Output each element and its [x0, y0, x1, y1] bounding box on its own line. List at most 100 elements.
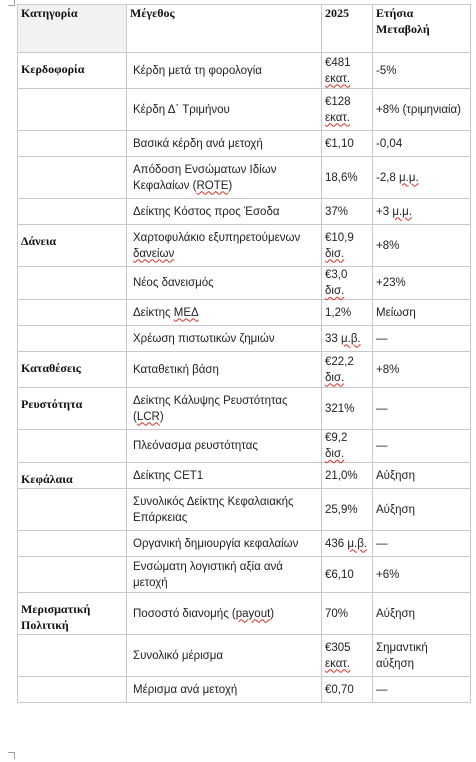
category-cell	[17, 266, 127, 300]
change-cell: +8% (τριμηνιαία)	[372, 88, 471, 131]
value-cell: €1,10	[321, 130, 373, 157]
table-row: Ενσώματη λογιστική αξία ανά μετοχή €6,10 +…	[17, 556, 471, 593]
value-cell: 436 μ.β.	[321, 530, 373, 557]
table-row: Συνολικός Δείκτης Κεφαλαιακής Επάρκειας 2…	[17, 488, 471, 531]
category-cell: Ρευστότητα	[17, 387, 127, 430]
value-cell: 1,2%	[321, 299, 373, 326]
header-category: Κατηγορία	[17, 4, 127, 53]
metric-cell: Δείκτης Κόστος προς Έσοδα	[126, 198, 322, 225]
value-cell: €6,10	[321, 556, 373, 593]
category-cell: Δάνεια	[17, 224, 127, 267]
change-cell: -0,04	[372, 130, 471, 157]
value-cell: €10,9 δισ.	[321, 224, 373, 267]
category-cell	[17, 198, 127, 225]
metric-cell: Καταθετική βάση	[126, 351, 322, 388]
category-cell: Κερδοφορία	[17, 52, 127, 89]
change-cell: Μείωση	[372, 299, 471, 326]
table-row: Κέρδη Δ΄ Τριμήνου €128 εκατ. +8% (τριμηνια…	[17, 88, 471, 131]
header-change: Ετήσια Μεταβολή	[372, 4, 471, 53]
metric-cell: Κέρδη Δ΄ Τριμήνου	[126, 88, 322, 131]
table-row: Νέος δανεισμός €3,0 δισ. +23%	[17, 266, 471, 300]
table-row: Συνολικό μέρισμα €305 εκατ. Σημαντική αύξη…	[17, 634, 471, 677]
metric-cell: Ενσώματη λογιστική αξία ανά μετοχή	[126, 556, 322, 593]
category-cell: Καταθέσεις	[17, 351, 127, 388]
value-cell: €9,2 δισ.	[321, 429, 373, 463]
metric-cell: Χρέωση πιστωτικών ζημιών	[126, 325, 322, 352]
metric-cell: Νέος δανεισμός	[126, 266, 322, 300]
metric-cell: Χαρτοφυλάκιο εξυπηρετούμενων δανείων	[126, 224, 322, 267]
value-cell: €0,70	[321, 676, 373, 703]
table-row: Βασικά κέρδη ανά μετοχή €1,10 -0,04	[17, 130, 471, 157]
table-row: Ρευστότητα Δείκτης Κάλυψης Ρευστότητας (L…	[17, 387, 471, 430]
page-corner-mark	[8, 0, 15, 6]
change-cell: +23%	[372, 266, 471, 300]
value-cell: 321%	[321, 387, 373, 430]
value-cell: 18,6%	[321, 156, 373, 199]
metric-cell: Δείκτης CET1	[126, 462, 322, 489]
metric-cell: Μέρισμα ανά μετοχή	[126, 676, 322, 703]
table-row: Κεφάλαια Δείκτης CET1 21,0% Αύξηση	[17, 462, 471, 489]
change-cell: —	[372, 530, 471, 557]
category-cell	[17, 634, 127, 677]
category-cell	[17, 556, 127, 593]
table-row: Δείκτης Κόστος προς Έσοδα 37% +3 μ.μ.	[17, 198, 471, 225]
metric-cell: Ποσοστό διανομής (payout)	[126, 592, 322, 635]
change-cell: Αύξηση	[372, 592, 471, 635]
table-header-row: Κατηγορία Μέγεθος 2025 Ετήσια Μεταβολή	[17, 4, 471, 53]
change-cell: +3 μ.μ.	[372, 198, 471, 225]
value-cell: 33 μ.β.	[321, 325, 373, 352]
table-row: Κερδοφορία Κέρδη μετά τη φορολογία €481 εκ…	[17, 52, 471, 89]
change-cell: Αύξηση	[372, 462, 471, 489]
value-cell: 25,9%	[321, 488, 373, 531]
category-cell	[17, 325, 127, 352]
table-row: Δάνεια Χαρτοφυλάκιο εξυπηρετούμενων δανεί…	[17, 224, 471, 267]
value-cell: €3,0 δισ.	[321, 266, 373, 300]
financial-results-table: Κατηγορία Μέγεθος 2025 Ετήσια Μεταβολή Κ…	[17, 4, 471, 703]
change-cell: +8%	[372, 351, 471, 388]
value-cell: €481 εκατ.	[321, 52, 373, 89]
category-cell	[17, 156, 127, 199]
metric-cell: Συνολικός Δείκτης Κεφαλαιακής Επάρκειας	[126, 488, 322, 531]
table-row: Καταθέσεις Καταθετική βάση €22,2 δισ. +8%	[17, 351, 471, 388]
category-cell: Μερισματική Πολιτική	[17, 592, 127, 635]
value-cell: 21,0%	[321, 462, 373, 489]
category-cell: Κεφάλαια	[17, 462, 127, 489]
change-cell: -5%	[372, 52, 471, 89]
header-value: 2025	[321, 4, 373, 53]
value-cell: 37%	[321, 198, 373, 225]
metric-cell: Οργανική δημιουργία κεφαλαίων	[126, 530, 322, 557]
table-row: Μέρισμα ανά μετοχή €0,70—	[17, 676, 471, 703]
category-cell	[17, 530, 127, 557]
value-cell: €305 εκατ.	[321, 634, 373, 677]
change-cell: +6%	[372, 556, 471, 593]
metric-cell: Δείκτης Κάλυψης Ρευστότητας (LCR)	[126, 387, 322, 430]
table-row: Μερισματική Πολιτική Ποσοστό διανομής (pa…	[17, 592, 471, 635]
change-cell: —	[372, 325, 471, 352]
table-row: Οργανική δημιουργία κεφαλαίων 436 μ.β. —	[17, 530, 471, 557]
change-cell: —	[372, 429, 471, 463]
change-cell: —	[372, 387, 471, 430]
table-row: Δείκτης ΜΕΔ 1,2% Μείωση	[17, 299, 471, 326]
metric-cell: Συνολικό μέρισμα	[126, 634, 322, 677]
metric-cell: Κέρδη μετά τη φορολογία	[126, 52, 322, 89]
change-cell: Σημαντική αύξηση	[372, 634, 471, 677]
change-cell: +8%	[372, 224, 471, 267]
category-cell	[17, 676, 127, 703]
category-cell	[17, 488, 127, 531]
change-cell: —	[372, 676, 471, 703]
value-cell: €22,2 δισ.	[321, 351, 373, 388]
category-cell	[17, 88, 127, 131]
value-cell: €128 εκατ.	[321, 88, 373, 131]
category-cell	[17, 299, 127, 326]
change-cell: -2,8 μ.μ.	[372, 156, 471, 199]
table-row: Απόδοση Ενσώματων Ιδίων Κεφαλαίων (ROTE)…	[17, 156, 471, 199]
change-cell: Αύξηση	[372, 488, 471, 531]
page-corner-mark	[8, 752, 15, 759]
metric-cell: Δείκτης ΜΕΔ	[126, 299, 322, 326]
value-cell: 70%	[321, 592, 373, 635]
metric-cell: Βασικά κέρδη ανά μετοχή	[126, 130, 322, 157]
table-row: Πλεόνασμα ρευστότητας €9,2 δισ. —	[17, 429, 471, 463]
metric-cell: Απόδοση Ενσώματων Ιδίων Κεφαλαίων (ROTE)	[126, 156, 322, 199]
category-cell	[17, 429, 127, 463]
table-row: Χρέωση πιστωτικών ζημιών 33 μ.β. —	[17, 325, 471, 352]
